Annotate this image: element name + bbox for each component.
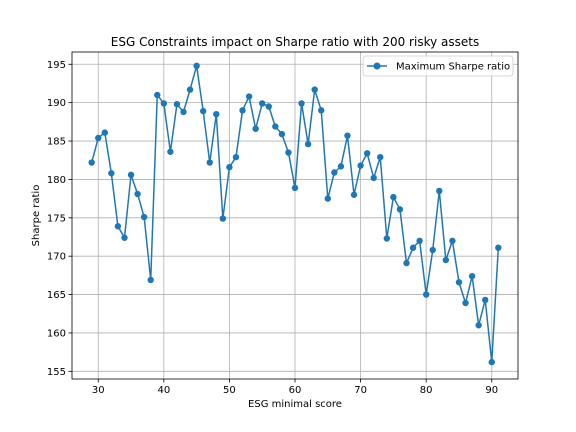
- legend-entry-label: Maximum Sharpe ratio: [396, 62, 510, 73]
- data-point: [272, 123, 279, 130]
- data-point: [422, 291, 430, 298]
- data-point: [239, 107, 246, 114]
- grid: [72, 52, 518, 379]
- data-point: [304, 140, 312, 148]
- y-tick-label: 155: [47, 367, 66, 378]
- data-point: [252, 125, 259, 132]
- y-axis-ticks: 155 160 165 170 175 180 185 190 195: [47, 60, 72, 378]
- data-point: [324, 195, 331, 202]
- y-tick-label: 170: [47, 252, 66, 263]
- y-tick-label: 160: [47, 328, 66, 339]
- data-point: [101, 129, 108, 136]
- data-point: [160, 100, 168, 107]
- data-point: [193, 62, 200, 70]
- data-point: [127, 171, 135, 179]
- data-point: [108, 170, 115, 177]
- data-point: [245, 93, 253, 100]
- data-point: [219, 215, 227, 222]
- data-point: [134, 190, 141, 198]
- data-point: [226, 163, 233, 171]
- x-axis-ticks: 30 40 50 60 70 80 90: [92, 379, 498, 396]
- series-layer: [88, 62, 502, 366]
- data-point: [403, 259, 410, 267]
- data-point: [482, 296, 489, 304]
- y-tick-label: 180: [47, 175, 66, 186]
- data-point: [416, 237, 423, 245]
- chart-title: ESG Constraints impact on Sharpe ratio w…: [111, 35, 479, 49]
- x-tick-label: 90: [485, 385, 498, 396]
- y-tick-label: 185: [47, 137, 66, 148]
- data-point: [337, 163, 345, 170]
- legend-marker-swatch: [373, 62, 381, 70]
- x-axis-label: ESG minimal score: [248, 399, 342, 410]
- x-tick-label: 80: [420, 385, 433, 396]
- x-tick-label: 40: [157, 385, 170, 396]
- data-point: [180, 108, 187, 116]
- y-tick-label: 195: [47, 60, 66, 71]
- data-point: [383, 235, 391, 242]
- data-point: [344, 132, 351, 139]
- y-tick-label: 190: [47, 98, 66, 109]
- data-point: [462, 299, 469, 307]
- x-tick-label: 50: [223, 385, 236, 396]
- data-point: [429, 246, 436, 254]
- data-point: [213, 110, 220, 118]
- data-point: [370, 174, 377, 182]
- data-point: [232, 153, 240, 161]
- data-point: [455, 279, 463, 286]
- x-tick-label: 60: [289, 385, 302, 396]
- data-point: [350, 191, 358, 198]
- data-point: [95, 134, 102, 142]
- data-point: [377, 153, 384, 161]
- data-point: [495, 244, 502, 251]
- data-point: [278, 130, 286, 138]
- x-tick-label: 70: [354, 385, 367, 396]
- data-point: [442, 256, 450, 264]
- data-point: [206, 159, 213, 166]
- data-point: [311, 86, 318, 93]
- data-point: [318, 107, 325, 114]
- data-point: [436, 187, 443, 195]
- data-point: [114, 223, 122, 230]
- data-point: [390, 193, 397, 201]
- data-point: [291, 184, 299, 192]
- data-point: [285, 149, 292, 156]
- data-point: [88, 159, 95, 166]
- data-point: [331, 169, 338, 176]
- legend: Maximum Sharpe ratio: [362, 55, 514, 77]
- data-point: [140, 213, 148, 221]
- data-point: [298, 100, 305, 107]
- data-point: [363, 150, 371, 157]
- data-point: [265, 103, 272, 110]
- data-point: [167, 148, 174, 155]
- data-point: [475, 322, 482, 329]
- y-tick-label: 165: [47, 290, 66, 301]
- data-point: [357, 162, 364, 169]
- data-point: [488, 358, 495, 366]
- data-point: [259, 100, 266, 107]
- y-tick-label: 175: [47, 213, 66, 224]
- data-point: [409, 244, 417, 251]
- data-point: [154, 91, 161, 99]
- data-point: [186, 86, 194, 93]
- x-tick-label: 30: [92, 385, 105, 396]
- data-point: [173, 101, 181, 108]
- y-axis-label: Sharpe ratio: [31, 185, 42, 247]
- data-point: [468, 272, 476, 280]
- legend-box: [362, 55, 514, 77]
- data-point: [396, 206, 404, 213]
- data-point: [147, 276, 154, 284]
- data-point: [449, 237, 456, 245]
- data-point: [121, 234, 128, 241]
- data-point: [199, 107, 207, 115]
